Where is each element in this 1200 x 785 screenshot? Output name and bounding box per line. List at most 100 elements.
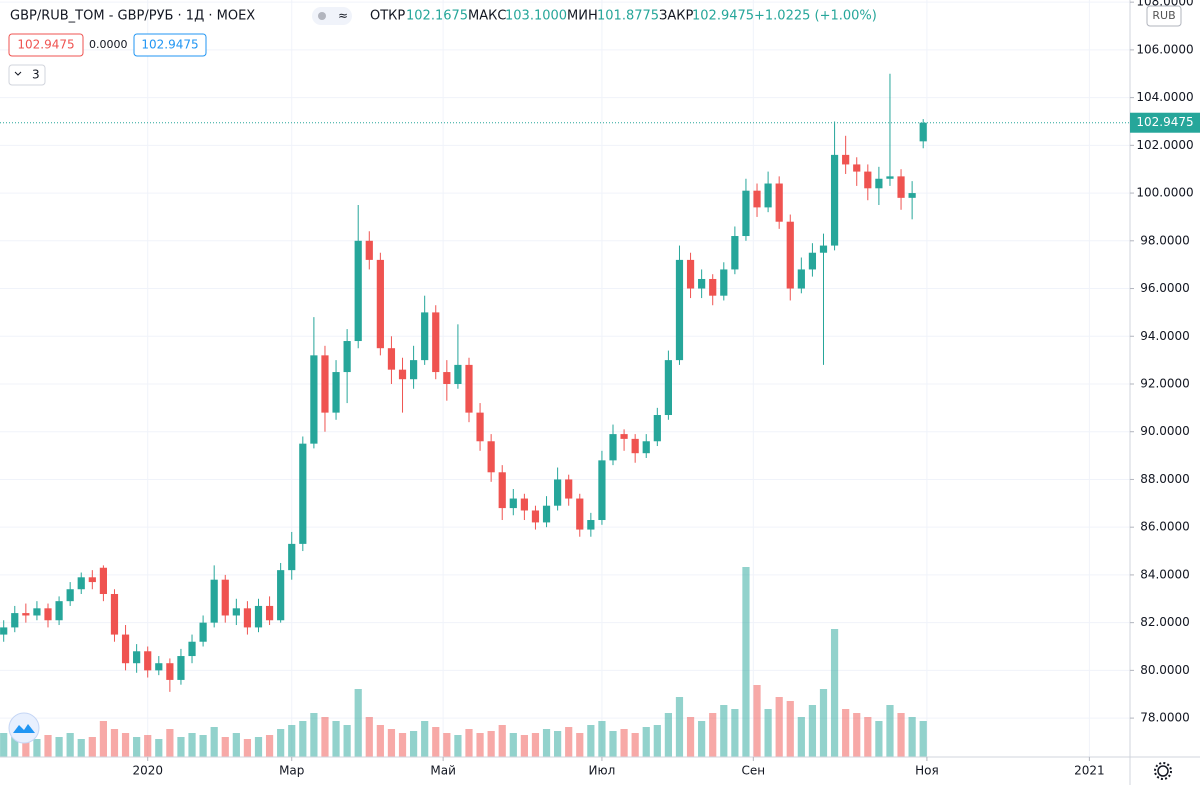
volume-bar xyxy=(531,733,540,757)
high-label: МАКС xyxy=(468,9,506,24)
candle-body xyxy=(44,608,52,621)
last-price-label: 102.9475 xyxy=(1136,115,1193,129)
x-tick-label: Мар xyxy=(279,764,304,778)
volume-bar xyxy=(288,725,296,757)
volume-bar xyxy=(155,739,163,757)
gear-teeth xyxy=(1154,762,1172,780)
volume-bar xyxy=(631,733,639,757)
volume-bar xyxy=(254,737,263,757)
volume-bar xyxy=(786,701,794,757)
volume-bar xyxy=(265,735,274,757)
ohlc-legend: ОТКР 102.1675 МАКС 103.1000 МИН 101.8775… xyxy=(370,9,877,24)
volume-bar xyxy=(55,737,63,757)
candle-body xyxy=(498,472,506,509)
volume-bar xyxy=(487,731,495,757)
chevron xyxy=(14,71,22,76)
volume-bar xyxy=(199,735,207,757)
ask-box[interactable] xyxy=(133,33,207,57)
candle-body xyxy=(720,269,728,296)
y-tick-label: 90.0000 xyxy=(1140,424,1190,438)
ask-value: 102.9475 xyxy=(141,38,198,52)
candle-body xyxy=(421,312,429,361)
volume-bar xyxy=(598,721,606,757)
y-tick-label: 92.0000 xyxy=(1140,376,1190,390)
volume-bar xyxy=(476,733,484,757)
volume-bar xyxy=(830,629,839,757)
volume-bar xyxy=(609,731,617,757)
symbol-title: GBP/RUB_TOM - GBP/РУБ · 1Д · MOEX xyxy=(10,9,255,24)
volume-bar xyxy=(77,739,85,757)
volume-bar xyxy=(886,705,894,757)
currency-box[interactable] xyxy=(1146,5,1182,27)
volume-bar xyxy=(520,735,528,757)
candle-body xyxy=(808,252,817,270)
volume-bar xyxy=(653,725,661,757)
y-tick-label: 102.0000 xyxy=(1136,138,1193,152)
volume-bar xyxy=(409,731,418,757)
candle-body xyxy=(398,369,407,380)
y-tick-label: 94.0000 xyxy=(1140,329,1190,343)
candle-body xyxy=(753,190,761,208)
compare-toggle[interactable] xyxy=(312,7,352,25)
volume-bar xyxy=(432,727,440,757)
candle-body xyxy=(842,154,850,165)
low-value: 101.8775 xyxy=(597,9,659,24)
volume-bar xyxy=(720,705,728,757)
candle-body xyxy=(653,415,661,442)
candle-body xyxy=(288,543,296,571)
y-tick-label: 80.0000 xyxy=(1140,663,1190,677)
grid xyxy=(0,0,1130,757)
candle-body xyxy=(166,663,174,680)
candle-body xyxy=(376,259,384,349)
indicators-toggle[interactable] xyxy=(8,64,46,86)
settings-gear[interactable] xyxy=(1154,762,1172,780)
x-tick-label: Июл xyxy=(589,764,616,778)
candle-body xyxy=(22,613,30,616)
candle-body xyxy=(99,567,107,595)
volume-bar xyxy=(221,737,229,757)
candle-body xyxy=(199,622,207,642)
x-tick-label: 2020 xyxy=(132,764,163,778)
candle-body xyxy=(764,183,772,208)
volume-bar xyxy=(764,709,772,757)
candle-body xyxy=(520,498,528,511)
volume-bar xyxy=(742,567,750,757)
x-tick-label: Май xyxy=(430,764,456,778)
volume-bar xyxy=(376,725,384,757)
candle-body xyxy=(554,479,562,506)
volume-bar xyxy=(731,709,739,757)
volume-bar xyxy=(587,725,595,757)
y-tick-label: 78.0000 xyxy=(1140,711,1190,725)
volume-bar xyxy=(243,739,252,757)
candle-body xyxy=(509,498,517,509)
candle-body xyxy=(598,460,606,521)
candle-body xyxy=(321,355,329,413)
volume-bar xyxy=(232,733,240,757)
candle-body xyxy=(919,122,927,142)
volume-bar xyxy=(797,717,805,757)
volume-bar xyxy=(875,721,883,757)
volume-bar xyxy=(299,721,307,757)
y-tick-label: 96.0000 xyxy=(1140,281,1190,295)
volume-pane xyxy=(0,567,927,757)
candle-body xyxy=(343,341,351,373)
volume-bar xyxy=(110,729,119,757)
bid-box[interactable] xyxy=(8,33,84,57)
bid-value: 102.9475 xyxy=(17,38,74,52)
volume-bar xyxy=(343,725,351,757)
volume-bar xyxy=(387,729,396,757)
candle-body xyxy=(88,577,96,583)
volume-bar xyxy=(33,739,41,757)
candle-body xyxy=(797,269,805,289)
candle-body xyxy=(576,498,584,530)
candle-body xyxy=(144,651,152,671)
candle-body xyxy=(565,479,573,499)
y-tick-label: 84.0000 xyxy=(1140,567,1190,581)
candle-body xyxy=(55,601,63,621)
y-tick-label: 106.0000 xyxy=(1136,42,1193,56)
candle-body xyxy=(631,438,639,454)
volume-bar xyxy=(44,735,52,757)
logo[interactable] xyxy=(8,712,40,744)
candle-body xyxy=(110,594,119,635)
